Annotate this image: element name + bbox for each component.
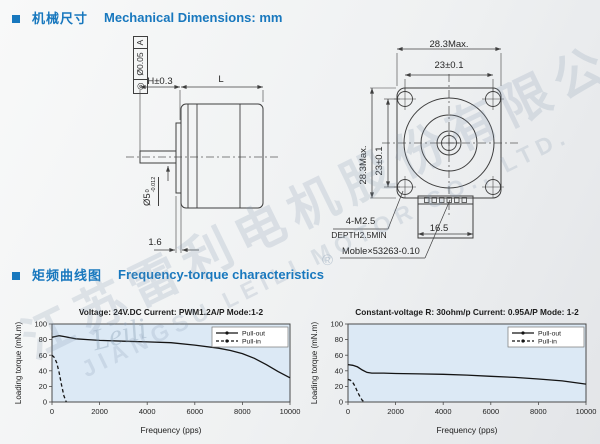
svg-text:0: 0 <box>43 398 47 407</box>
section-title-en: Mechanical Dimensions: mm <box>104 10 283 25</box>
screw-note-line1: 4-M2.5 <box>345 216 376 227</box>
svg-text:20: 20 <box>335 382 343 391</box>
svg-text:Loading torque (mN.m): Loading torque (mN.m) <box>14 322 23 405</box>
section-header-mechanical: 机械尺寸 Mechanical Dimensions: mm <box>12 8 282 27</box>
dim-connector-width: 16.5 <box>429 223 449 234</box>
svg-text:100: 100 <box>330 320 343 329</box>
dim-hole-spacing-vertical: 23±0.1 <box>374 146 385 176</box>
svg-text:8000: 8000 <box>530 407 547 416</box>
dim-shaft-diameter: Ø5 0 -0.012 <box>142 176 159 206</box>
svg-text:60: 60 <box>39 351 47 360</box>
svg-text:Loading torque (mN.m): Loading torque (mN.m) <box>310 322 319 405</box>
svg-text:20: 20 <box>39 382 47 391</box>
svg-text:8000: 8000 <box>234 407 251 416</box>
svg-text:80: 80 <box>39 335 47 344</box>
section-title-en: Frequency-torque characteristics <box>118 267 324 282</box>
dim-flange-width-max: 28.3Max. <box>429 39 469 50</box>
front-view-drawing <box>333 47 518 259</box>
svg-text:Frequency (pps): Frequency (pps) <box>141 425 202 435</box>
dim-flange-height-max: 28.3Max. <box>358 145 369 185</box>
svg-text:Pull-in: Pull-in <box>538 338 557 345</box>
svg-text:6000: 6000 <box>186 407 203 416</box>
svg-text:60: 60 <box>335 351 343 360</box>
svg-text:Frequency (pps): Frequency (pps) <box>437 425 498 435</box>
section-bullet-icon <box>12 271 20 280</box>
connector-note: Moble×53263-0.10 <box>342 246 420 256</box>
svg-text:2000: 2000 <box>91 407 108 416</box>
svg-text:6000: 6000 <box>482 407 499 416</box>
screw-note-line2: DEPTH2.5MIN <box>331 230 387 240</box>
dim-hole-spacing-horizontal: 23±0.1 <box>434 60 464 71</box>
section-title-zh: 矩频曲线图 <box>32 268 103 283</box>
tolerance-datum: A <box>135 39 145 46</box>
svg-text:0: 0 <box>346 407 350 416</box>
svg-text:2000: 2000 <box>387 407 404 416</box>
svg-text:4000: 4000 <box>139 407 156 416</box>
svg-text:10000: 10000 <box>280 407 301 416</box>
svg-text:10000: 10000 <box>576 407 597 416</box>
svg-text:Pull-out: Pull-out <box>242 330 265 337</box>
svg-text:0: 0 <box>50 407 54 416</box>
svg-text:Constant-voltage R: 30ohm/p Cu: Constant-voltage R: 30ohm/p Current: 0.9… <box>355 307 579 317</box>
svg-text:Pull-out: Pull-out <box>538 330 561 337</box>
svg-text:80: 80 <box>335 335 343 344</box>
svg-text:4000: 4000 <box>435 407 452 416</box>
svg-text:0: 0 <box>339 398 343 407</box>
side-view-drawing <box>126 85 280 253</box>
chart-left-torque-frequency: 0 2000 4000 6000 8000 10000 0 20 40 60 80 100 Voltag… <box>14 307 301 435</box>
tolerance-value: Ø0.05 <box>134 48 147 79</box>
svg-text:40: 40 <box>39 366 47 375</box>
svg-text:Pull-in: Pull-in <box>242 338 261 345</box>
section-header-frequency-torque: 矩频曲线图 Frequency-torque characteristics <box>12 265 324 284</box>
dim-boss-thickness: 1.6 <box>148 237 162 248</box>
svg-text:100: 100 <box>34 320 47 329</box>
section-title-zh: 机械尺寸 <box>32 11 89 26</box>
section-bullet-icon <box>12 14 20 23</box>
dim-body-length: L <box>218 74 224 85</box>
svg-text:Voltage: 24V.DC Current: PWM1.: Voltage: 24V.DC Current: PWM1.2A/P Mode:… <box>79 307 264 317</box>
chart-right-torque-frequency: 0 2000 4000 6000 8000 10000 0 20 40 60 80 100 Consta… <box>310 307 597 435</box>
svg-text:40: 40 <box>335 366 343 375</box>
dim-shaft-extension: H±0.3 <box>147 76 173 87</box>
